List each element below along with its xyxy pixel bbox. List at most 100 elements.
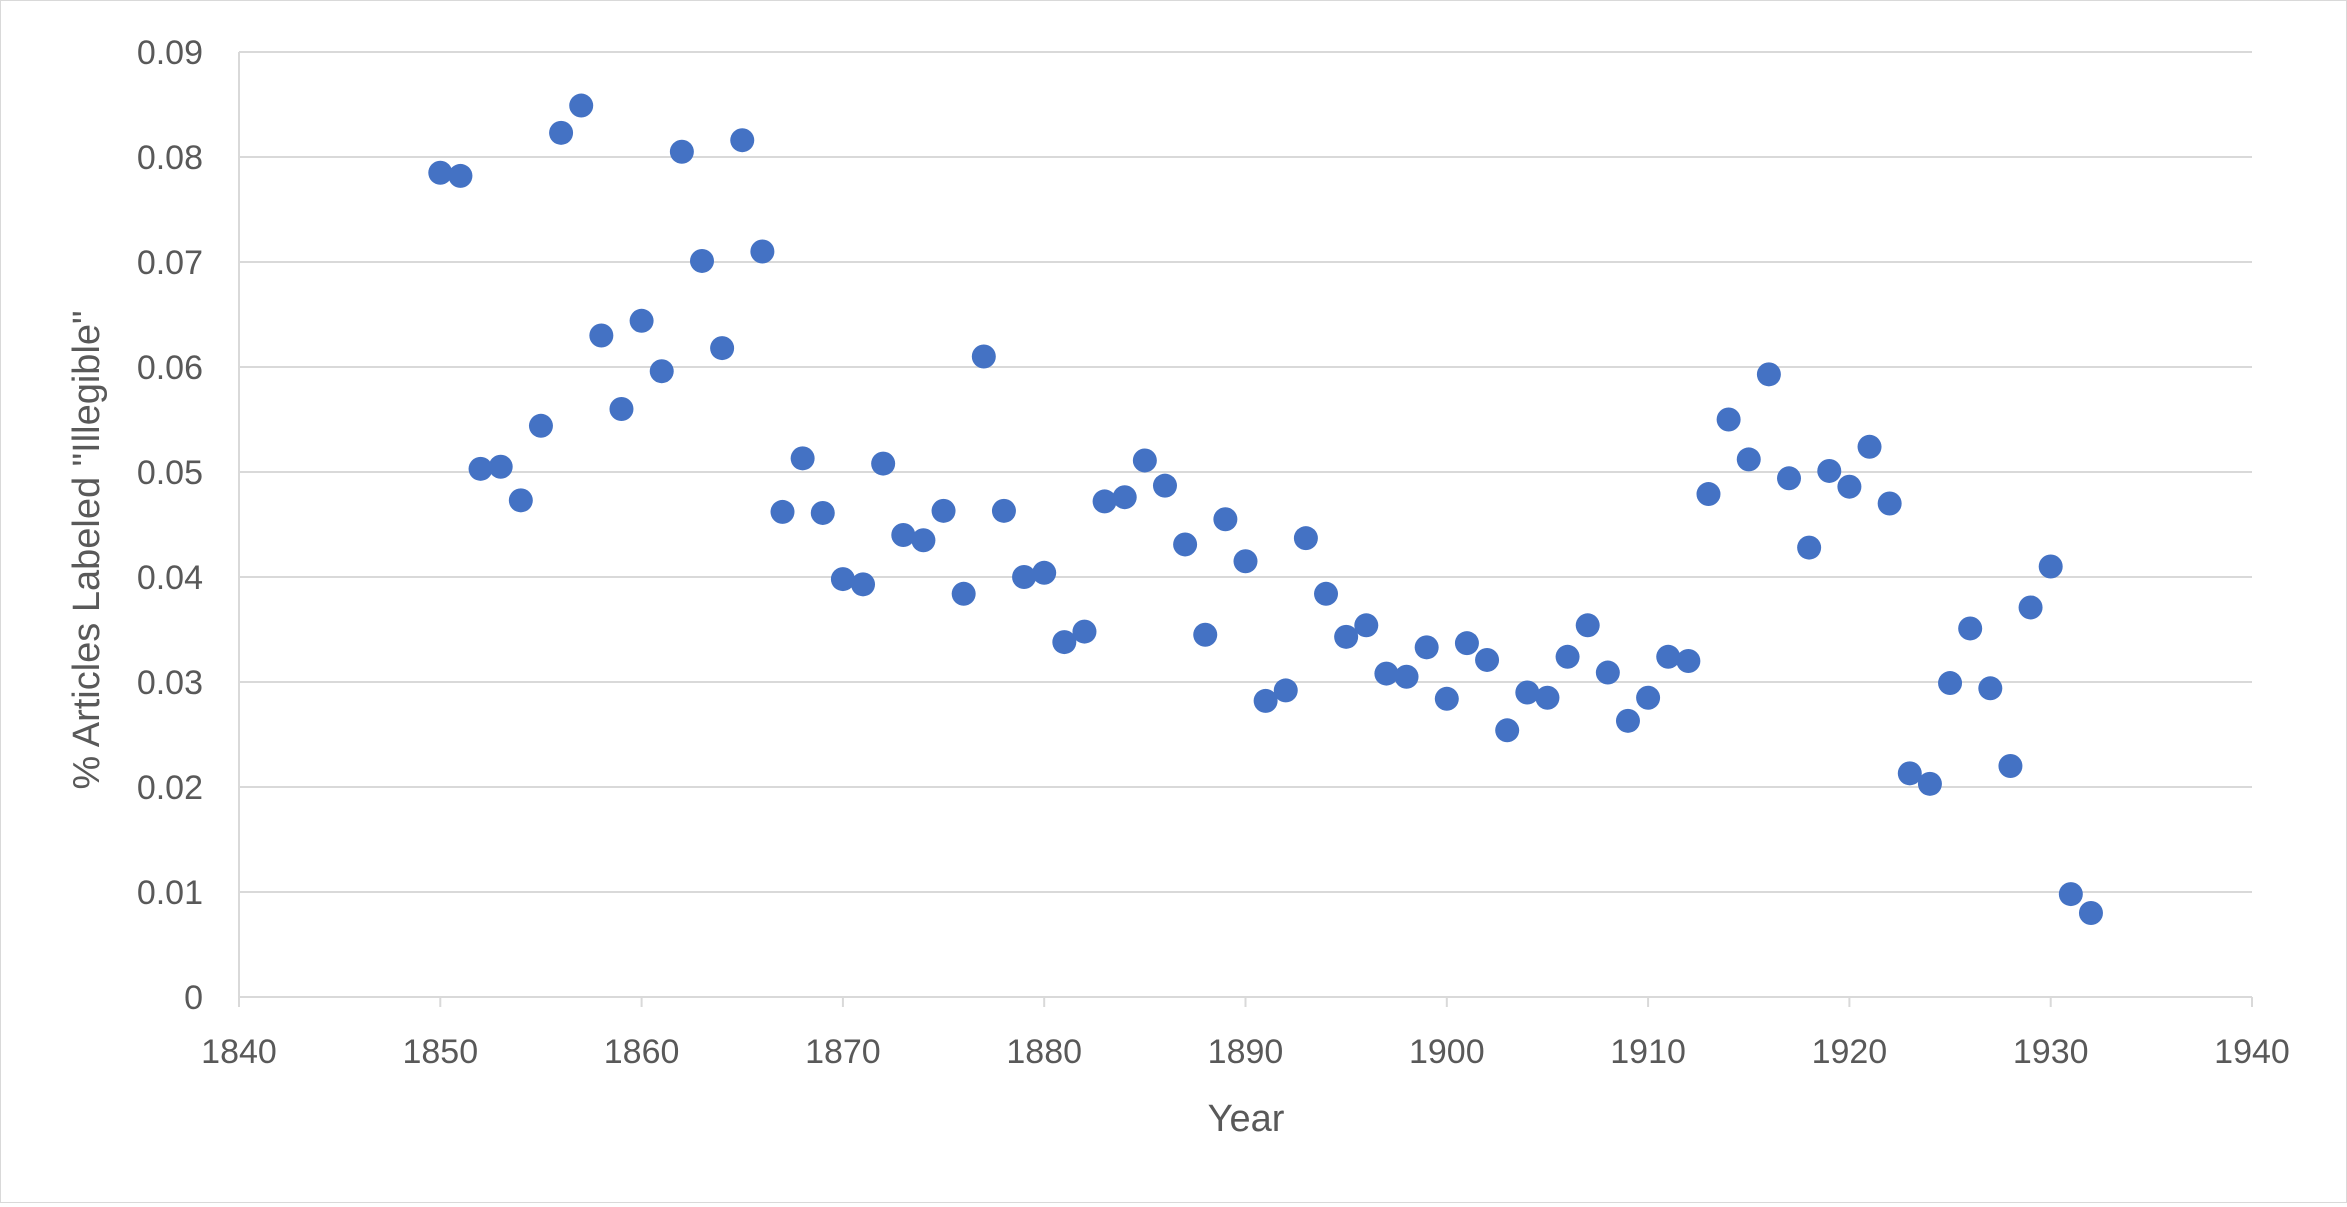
x-tick-label: 1890	[1208, 1033, 1284, 1071]
data-point	[1454, 631, 1479, 656]
y-tick-label: 0.02	[137, 769, 203, 807]
data-point	[2038, 554, 2063, 579]
data-point	[2058, 882, 2083, 907]
data-point	[1072, 619, 1097, 644]
data-point	[931, 498, 956, 523]
axes: 0 0.01 0.02 0.03 0.04 0.05 0.06 0.07 0.08 0.09 184…	[137, 34, 2290, 1071]
data-point	[1897, 761, 1922, 786]
data-point	[1515, 680, 1540, 705]
data-point	[1958, 616, 1983, 641]
data-point	[810, 500, 835, 525]
data-point	[1998, 754, 2023, 778]
data-point	[569, 93, 594, 118]
data-point	[1293, 526, 1318, 551]
x-tick-label: 1850	[402, 1033, 478, 1071]
data-point	[508, 488, 533, 513]
x-tick-label: 1920	[1812, 1033, 1888, 1071]
data-point	[1595, 660, 1620, 685]
y-tick-label: 0.05	[137, 454, 203, 492]
data-point	[1092, 489, 1117, 514]
x-tick-label: 1840	[201, 1033, 277, 1071]
y-tick-label: 0.01	[137, 874, 203, 912]
data-point	[1797, 535, 1822, 560]
data-point	[730, 128, 755, 153]
data-point	[750, 239, 775, 264]
gridlines	[239, 51, 2252, 893]
data-point	[1193, 622, 1218, 647]
data-point	[448, 163, 473, 188]
data-point	[1173, 532, 1198, 557]
data-point	[710, 336, 735, 361]
data-point	[528, 413, 553, 438]
data-point	[1837, 474, 1862, 499]
data-point	[1273, 678, 1298, 703]
data-point	[830, 567, 855, 592]
data-point	[1676, 649, 1701, 673]
data-point	[1736, 447, 1761, 472]
data-point	[1112, 485, 1137, 510]
data-point	[911, 528, 936, 553]
data-point	[1575, 613, 1600, 638]
data-point	[1917, 771, 1942, 796]
data-point	[1877, 491, 1902, 516]
data-point	[1636, 685, 1661, 710]
data-point	[971, 344, 996, 369]
data-point	[488, 454, 513, 479]
data-point	[589, 323, 614, 348]
x-tick-label: 1870	[805, 1033, 881, 1071]
y-tick-label: 0.04	[137, 559, 203, 597]
data-point	[468, 456, 493, 481]
data-point	[1756, 362, 1781, 387]
data-point	[1615, 708, 1640, 733]
data-point	[1857, 434, 1882, 459]
data-point	[1656, 644, 1681, 669]
data-point	[1314, 581, 1339, 606]
data-points	[428, 93, 2103, 925]
data-point	[1032, 560, 1057, 585]
x-tick-label: 1940	[2214, 1033, 2290, 1071]
data-point	[549, 120, 574, 145]
data-point	[689, 248, 714, 273]
data-point	[871, 451, 896, 476]
data-point	[428, 160, 453, 185]
y-tick-label: 0	[184, 979, 203, 1017]
data-point	[1354, 613, 1379, 638]
data-point	[1817, 458, 1842, 483]
data-point	[1152, 473, 1177, 498]
data-point	[1253, 688, 1278, 713]
data-point	[851, 572, 876, 597]
y-tick-label: 0.08	[137, 139, 203, 177]
data-point	[1475, 647, 1500, 672]
data-point	[609, 397, 634, 421]
data-point	[1052, 630, 1077, 655]
x-tick-label: 1880	[1006, 1033, 1082, 1071]
y-tick-label: 0.03	[137, 664, 203, 702]
x-tick-label: 1930	[2013, 1033, 2089, 1071]
data-point	[1495, 718, 1520, 743]
data-point	[1374, 661, 1399, 686]
data-point	[1394, 664, 1419, 689]
y-tick-label: 0.07	[137, 244, 203, 282]
data-point	[2018, 595, 2043, 620]
data-point	[629, 308, 654, 333]
x-tick-label: 1860	[604, 1033, 680, 1071]
data-point	[649, 359, 674, 384]
data-point	[1535, 685, 1560, 710]
data-point	[669, 139, 694, 164]
data-point	[1233, 549, 1258, 574]
x-tick-label: 1900	[1409, 1033, 1485, 1071]
y-axis-title: % Articles Labeled "Illegible"	[66, 310, 108, 789]
data-point	[2078, 901, 2103, 925]
data-point	[1414, 635, 1439, 660]
data-point	[770, 499, 795, 524]
data-point	[1434, 686, 1459, 711]
y-tick-label: 0.06	[137, 349, 203, 387]
data-point	[1213, 507, 1238, 532]
data-point	[1555, 644, 1580, 669]
data-point	[1012, 565, 1037, 589]
data-point	[1978, 676, 2003, 701]
data-point	[1696, 482, 1721, 507]
y-tick-label: 0.09	[137, 34, 203, 72]
